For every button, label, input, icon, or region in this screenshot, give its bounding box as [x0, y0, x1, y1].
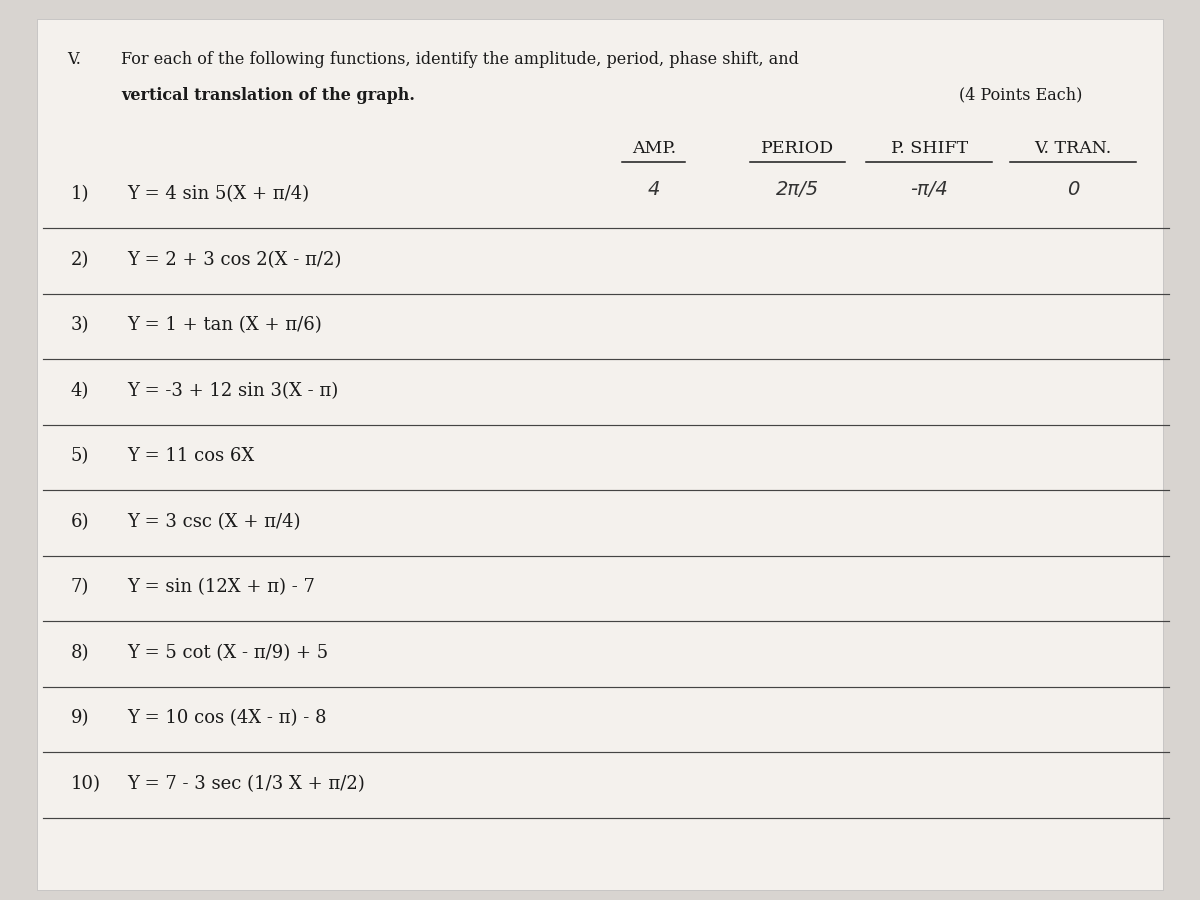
- Text: V.: V.: [67, 50, 82, 68]
- Text: 1): 1): [71, 185, 89, 203]
- Text: 2): 2): [71, 251, 89, 269]
- FancyBboxPatch shape: [37, 19, 1163, 889]
- Text: 10): 10): [71, 775, 101, 793]
- Text: Y = 1 + tan (X + π/6): Y = 1 + tan (X + π/6): [127, 316, 322, 334]
- Text: 6): 6): [71, 513, 89, 531]
- Text: P. SHIFT: P. SHIFT: [890, 140, 967, 158]
- Text: 3): 3): [71, 316, 89, 334]
- Text: (4 Points Each): (4 Points Each): [959, 86, 1082, 104]
- Text: 7): 7): [71, 579, 89, 597]
- Text: AMP.: AMP.: [632, 140, 676, 158]
- Text: Y = 11 cos 6X: Y = 11 cos 6X: [127, 447, 254, 465]
- Text: Y = -3 + 12 sin 3(X - π): Y = -3 + 12 sin 3(X - π): [127, 382, 338, 400]
- Text: Y = 2 + 3 cos 2(X - π/2): Y = 2 + 3 cos 2(X - π/2): [127, 251, 342, 269]
- Text: PERIOD: PERIOD: [761, 140, 834, 158]
- Text: 4): 4): [71, 382, 89, 400]
- Text: Y = 4 sin 5(X + π/4): Y = 4 sin 5(X + π/4): [127, 185, 310, 203]
- Text: Y = sin (12X + π) - 7: Y = sin (12X + π) - 7: [127, 579, 314, 597]
- Text: vertical translation of the graph.: vertical translation of the graph.: [121, 86, 415, 104]
- Text: 0: 0: [1067, 180, 1079, 199]
- Text: 5): 5): [71, 447, 89, 465]
- Text: For each of the following functions, identify the amplitude, period, phase shift: For each of the following functions, ide…: [121, 50, 799, 68]
- Text: 2π/5: 2π/5: [776, 180, 820, 199]
- Text: -π/4: -π/4: [911, 180, 948, 199]
- Text: 4: 4: [648, 180, 660, 199]
- Text: V. TRAN.: V. TRAN.: [1034, 140, 1111, 158]
- Text: 8): 8): [71, 644, 89, 662]
- Text: Y = 7 - 3 sec (1/3 X + π/2): Y = 7 - 3 sec (1/3 X + π/2): [127, 775, 365, 793]
- Text: Y = 10 cos (4X - π) - 8: Y = 10 cos (4X - π) - 8: [127, 709, 326, 727]
- Text: Y = 3 csc (X + π/4): Y = 3 csc (X + π/4): [127, 513, 300, 531]
- Text: 9): 9): [71, 709, 89, 727]
- Text: Y = 5 cot (X - π/9) + 5: Y = 5 cot (X - π/9) + 5: [127, 644, 329, 662]
